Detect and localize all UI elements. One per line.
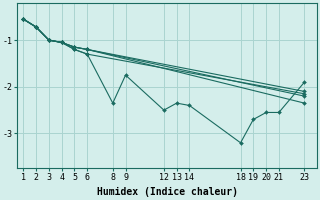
X-axis label: Humidex (Indice chaleur): Humidex (Indice chaleur)	[97, 187, 237, 197]
